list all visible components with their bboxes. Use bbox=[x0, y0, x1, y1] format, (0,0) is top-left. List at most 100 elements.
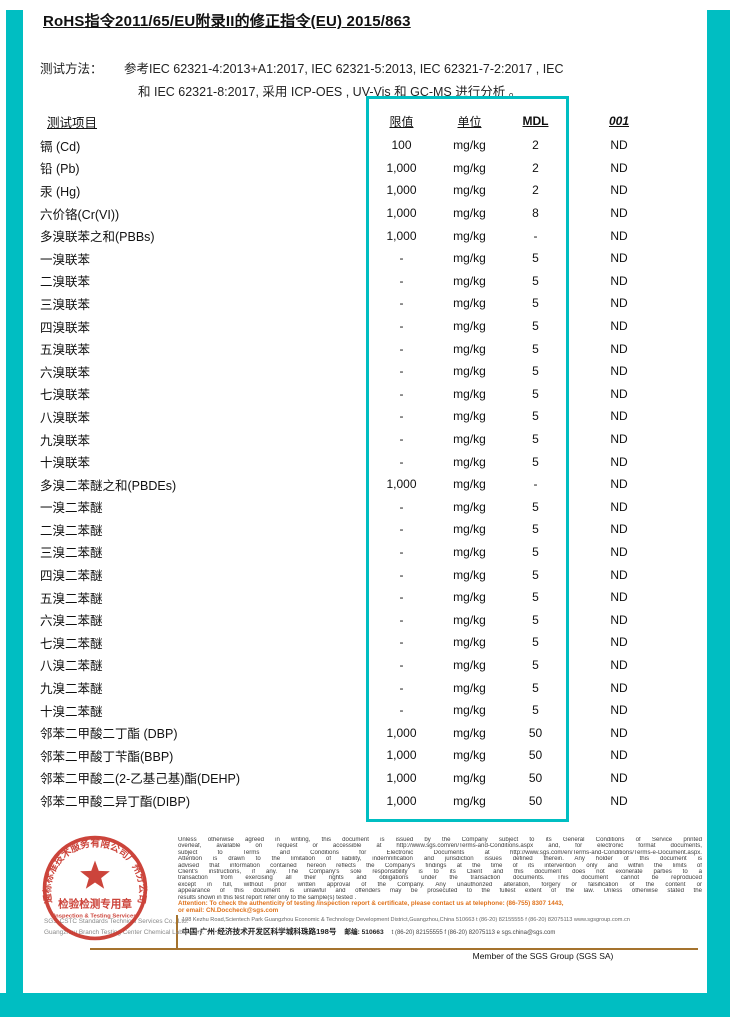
table-row: 镉 (Cd) 100 mg/kg 2 ND bbox=[40, 134, 668, 157]
mdl-cell: 5 bbox=[532, 590, 539, 605]
result-cell: ND bbox=[610, 251, 628, 266]
legal-line: Unless otherwise agreed in writing, this… bbox=[178, 837, 702, 843]
limit-cell: - bbox=[399, 386, 404, 401]
mdl-cell: 5 bbox=[532, 409, 539, 424]
page-border-left bbox=[6, 10, 23, 1017]
item-name-cell: 九溴二苯醚 bbox=[40, 682, 103, 697]
limit-cell: 1,000 bbox=[386, 748, 417, 763]
result-cell: ND bbox=[610, 635, 628, 650]
item-name-cell: 六溴联苯 bbox=[40, 365, 91, 380]
limit-cell: 1,000 bbox=[386, 793, 417, 808]
stamp-center-en: Inspection & Testing Services bbox=[54, 913, 138, 919]
unit-cell: mg/kg bbox=[453, 183, 486, 198]
unit-cell: mg/kg bbox=[453, 703, 486, 718]
method-label: 测试方法： bbox=[40, 62, 103, 76]
unit-cell: mg/kg bbox=[453, 251, 486, 266]
mdl-cell: 5 bbox=[532, 657, 539, 672]
address-english: 198 Kezhu Road,Scientech Park Guangzhou … bbox=[182, 917, 630, 923]
item-name-cell: 邻苯二甲酸二(2-乙基己基)酯(DEHP) bbox=[40, 772, 240, 787]
mdl-cell: 5 bbox=[532, 251, 539, 266]
unit-cell: mg/kg bbox=[453, 432, 486, 447]
method-line-1: 参考IEC 62321-4:2013+A1:2017, IEC 62321-5:… bbox=[124, 62, 564, 76]
result-cell: ND bbox=[610, 409, 628, 424]
stamp-star-icon bbox=[80, 860, 110, 889]
limit-cell: - bbox=[399, 612, 404, 627]
page-border-right bbox=[707, 10, 730, 1017]
limit-cell: - bbox=[399, 432, 404, 447]
table-row: 四溴联苯 - mg/kg 5 ND bbox=[40, 315, 668, 338]
limit-cell: - bbox=[399, 590, 404, 605]
unit-cell: mg/kg bbox=[453, 635, 486, 650]
limit-cell: 1,000 bbox=[386, 725, 417, 740]
mdl-cell: 8 bbox=[532, 206, 539, 221]
inspection-stamp-seal: 通标标准技术服务有限公司广州分公司 检验检测专用章 Inspection & T… bbox=[41, 835, 148, 941]
item-name-cell: 五溴联苯 bbox=[40, 343, 91, 358]
result-cell: ND bbox=[610, 206, 628, 221]
item-name-cell: 一溴联苯 bbox=[40, 252, 91, 267]
limit-cell: - bbox=[399, 703, 404, 718]
item-name-cell: 多溴二苯醚之和(PBDEs) bbox=[40, 478, 177, 493]
result-cell: ND bbox=[610, 680, 628, 695]
item-name-cell: 一溴二苯醚 bbox=[40, 501, 103, 516]
report-title: RoHS指令2011/65/EU附录II的修正指令(EU) 2015/863 bbox=[43, 13, 411, 30]
lab-name-en-2: Guangzhou Branch Testing Center Chemical… bbox=[44, 929, 204, 936]
unit-cell: mg/kg bbox=[453, 477, 486, 492]
mdl-cell: 5 bbox=[532, 386, 539, 401]
table-row: 八溴联苯 - mg/kg 5 ND bbox=[40, 405, 668, 428]
legal-line: appearance of this document is unlawful … bbox=[178, 888, 702, 895]
unit-cell: mg/kg bbox=[453, 138, 486, 153]
result-cell: ND bbox=[610, 138, 628, 153]
table-row: 多溴二苯醚之和(PBDEs) 1,000 mg/kg - ND bbox=[40, 473, 668, 496]
mdl-cell: 5 bbox=[532, 432, 539, 447]
limit-cell: - bbox=[399, 522, 404, 537]
limit-cell: 1,000 bbox=[386, 206, 417, 221]
limit-cell: 1,000 bbox=[386, 770, 417, 785]
unit-cell: mg/kg bbox=[453, 296, 486, 311]
lab-name-en-1: SGS-CSTC Standards Technical Services Co… bbox=[44, 918, 189, 925]
result-cell: ND bbox=[610, 183, 628, 198]
table-row: 五溴联苯 - mg/kg 5 ND bbox=[40, 337, 668, 360]
method-line-2: 和 IEC 62321-8:2017, 采用 ICP-OES , UV-Vis … bbox=[138, 85, 522, 99]
unit-cell: mg/kg bbox=[453, 386, 486, 401]
limit-cell: - bbox=[399, 341, 404, 356]
header-unit: 单位 bbox=[457, 114, 482, 129]
result-cell: ND bbox=[610, 544, 628, 559]
address-phone: t (86-20) 82155555 f (86-20) 82075113 e … bbox=[391, 930, 556, 936]
address-postal: 邮编: 510663 bbox=[344, 929, 384, 936]
legal-line: Attention is drawn to the limitation of … bbox=[178, 856, 702, 863]
result-cell: ND bbox=[610, 770, 628, 785]
mdl-cell: 2 bbox=[532, 160, 539, 175]
header-test-item: 测试项目 bbox=[47, 115, 98, 130]
unit-cell: mg/kg bbox=[453, 341, 486, 356]
unit-cell: mg/kg bbox=[453, 409, 486, 424]
item-name-cell: 邻苯二甲酸二异丁酯(DIBP) bbox=[40, 795, 191, 810]
unit-cell: mg/kg bbox=[453, 160, 486, 175]
legal-line: results shown in this test report refer … bbox=[178, 894, 357, 901]
address-chinese-row: 中国·广州·经济技术开发区科学城科珠路198号 邮编: 510663 t (86… bbox=[182, 926, 702, 937]
legal-line: advised that information contained hereo… bbox=[178, 862, 702, 869]
result-cell: ND bbox=[610, 160, 628, 175]
limit-cell: 1,000 bbox=[386, 228, 417, 243]
mdl-cell: - bbox=[533, 228, 538, 243]
unit-cell: mg/kg bbox=[453, 793, 486, 808]
unit-cell: mg/kg bbox=[453, 748, 486, 763]
lab-name-lines: SGS-CSTC Standards Technical Services Co… bbox=[44, 916, 214, 938]
item-name-cell: 六价铬(Cr(VI)) bbox=[40, 207, 120, 222]
limit-cell: 1,000 bbox=[386, 477, 417, 492]
mdl-cell: 5 bbox=[532, 364, 539, 379]
legal-disclaimer: Unless otherwise agreed in writing, this… bbox=[178, 837, 702, 901]
unit-cell: mg/kg bbox=[453, 228, 486, 243]
unit-cell: mg/kg bbox=[453, 522, 486, 537]
item-name-cell: 三溴联苯 bbox=[40, 297, 91, 312]
result-cell: ND bbox=[610, 477, 628, 492]
item-name-cell: 二溴联苯 bbox=[40, 275, 91, 290]
item-name-cell: 十溴联苯 bbox=[40, 456, 91, 471]
limit-cell: - bbox=[399, 657, 404, 672]
table-row: 邻苯二甲酸二异丁酯(DIBP) 1,000 mg/kg 50 ND bbox=[40, 789, 668, 812]
table-row: 五溴二苯醚 - mg/kg 5 ND bbox=[40, 586, 668, 609]
mdl-cell: 5 bbox=[532, 454, 539, 469]
mdl-cell: 5 bbox=[532, 341, 539, 356]
table-row: 九溴二苯醚 - mg/kg 5 ND bbox=[40, 676, 668, 699]
item-name-cell: 六溴二苯醚 bbox=[40, 614, 103, 629]
